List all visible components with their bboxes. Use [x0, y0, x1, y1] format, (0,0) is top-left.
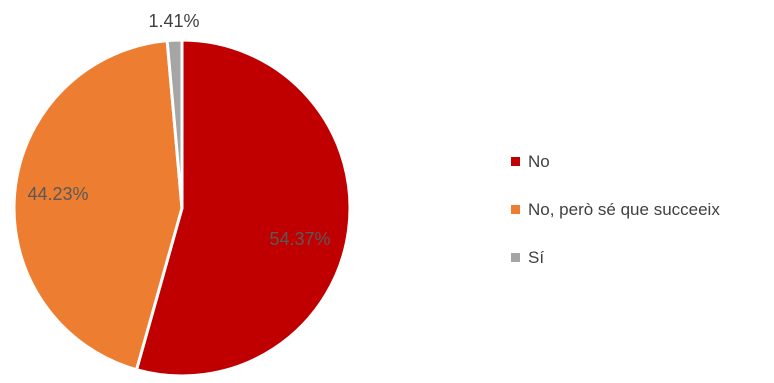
pie-slices	[12, 38, 352, 378]
data-label-no-pero-se-que-succeeix: 44.23%	[27, 184, 88, 204]
legend-item-si: Sí	[511, 243, 774, 272]
legend-swatch-no-pero-se-que-succeeix	[511, 205, 520, 214]
data-label-no: 54.37%	[269, 229, 330, 249]
legend-label-no-pero-se-que-succeeix: No, però sé que succeeix	[528, 199, 720, 219]
legend: No No, però sé que succeeix Sí	[511, 147, 774, 291]
legend-item-no: No	[511, 147, 774, 176]
legend-label-si: Sí	[528, 247, 545, 267]
pie-data-labels: 54.37% 44.23% 1.41%	[27, 11, 330, 249]
pie-slice-si	[165, 38, 184, 210]
legend-label-no: No	[528, 151, 550, 171]
data-label-si: 1.41%	[148, 11, 199, 31]
pie-slice-no-pero-se-que-succeeix	[12, 39, 184, 372]
legend-item-no-pero-se-que-succeeix: No, però sé que succeeix	[511, 195, 774, 224]
legend-swatch-no	[511, 157, 520, 166]
legend-swatch-si	[511, 253, 520, 262]
pie-slice-no	[135, 38, 352, 378]
